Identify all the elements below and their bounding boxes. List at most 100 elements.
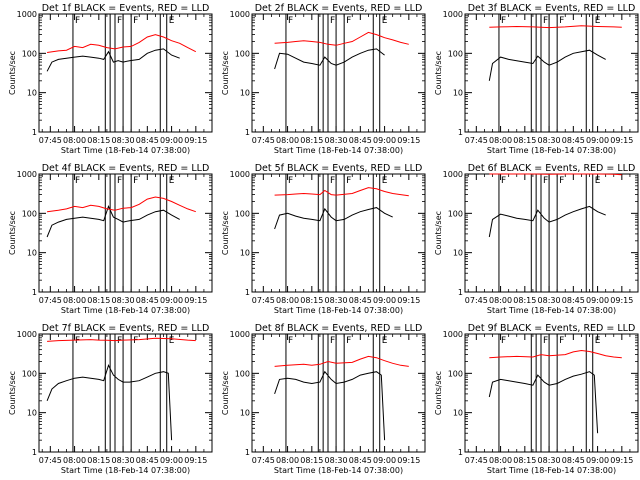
time-marker-label: F [346,336,351,346]
y-tick-label: 100 [22,209,37,218]
lld-series-line [489,25,622,29]
plot-frame [251,333,426,453]
x-tick-label: 07:45 [252,136,275,145]
time-marker-label: F [75,336,80,346]
x-tick-label: 08:15 [300,136,323,145]
x-tick-label: 08:30 [538,296,561,305]
y-tick-label: 100 [235,49,250,58]
y-tick-label: 1 [458,288,463,297]
panel-title: Det 9f BLACK = Events, RED = LLD [468,323,636,334]
detector-panel-4: Det 4f BLACK = Events, RED = LLD 1 10 100 10… [8,163,213,315]
time-marker-label: F [543,176,548,186]
x-tick-label: 08:15 [513,456,536,465]
events-series-line [274,48,385,70]
y-tick-label: 1 [458,448,463,457]
lld-series-line [489,173,622,176]
time-marker-label: E [169,176,175,186]
y-tick-label: 1 [32,288,37,297]
x-axis-label: Start Time (18-Feb-14 07:38:00) [61,146,190,155]
y-tick-label: 1000 [17,10,37,19]
x-tick-label: 08:30 [325,136,348,145]
events-series-line [46,205,180,238]
lld-series-line [47,196,196,213]
y-tick-label: 100 [448,209,463,218]
events-series-line [46,48,180,72]
x-tick-label: 09:00 [373,296,396,305]
time-marker-label: F [133,176,138,186]
x-tick-label: 07:45 [465,296,488,305]
events-series-line [274,207,393,230]
x-tick-label: 08:45 [136,136,159,145]
x-tick-label: 07:45 [252,456,275,465]
time-marker-label: E [169,16,175,26]
x-tick-label: 08:00 [489,136,512,145]
y-tick-label: 10 [27,409,37,418]
y-tick-label: 1000 [443,330,463,339]
detector-panel-5: Det 5f BLACK = Events, RED = LLD 1 10 100 10… [221,163,426,315]
x-tick-label: 09:15 [397,296,420,305]
x-tick-label: 08:00 [276,136,299,145]
x-axis-label: Start Time (18-Feb-14 07:38:00) [487,146,616,155]
time-marker-label: F [346,176,351,186]
x-tick-label: 09:15 [397,456,420,465]
time-marker-label: E [595,16,601,26]
y-axis-label: Counts/sec [8,371,17,415]
time-marker-label: F [501,336,506,346]
x-tick-label: 09:15 [610,136,633,145]
time-marker-label: F [75,176,80,186]
panel-title: Det 1f BLACK = Events, RED = LLD [42,3,210,14]
time-marker-label: F [559,176,564,186]
plot-frame [38,333,213,453]
y-tick-label: 1000 [443,170,463,179]
plot-frame [251,173,426,293]
y-tick-label: 100 [448,369,463,378]
x-tick-label: 08:00 [63,296,86,305]
time-marker-label: E [382,16,388,26]
panel-title: Det 3f BLACK = Events, RED = LLD [468,3,636,14]
x-tick-label: 08:30 [325,296,348,305]
x-tick-label: 08:00 [489,456,512,465]
time-marker-label: F [330,16,335,26]
panel-title: Det 4f BLACK = Events, RED = LLD [42,163,210,174]
time-marker-label: E [382,336,388,346]
x-tick-label: 08:15 [87,456,110,465]
plot-frame [38,173,213,293]
y-tick-label: 100 [22,49,37,58]
y-tick-label: 10 [453,249,463,258]
x-tick-label: 08:45 [562,136,585,145]
y-axis-label: Counts/sec [434,211,443,255]
x-tick-label: 08:45 [349,296,372,305]
time-marker-label: E [595,336,601,346]
y-tick-label: 10 [240,409,250,418]
x-tick-label: 08:30 [325,456,348,465]
time-marker-label: F [330,176,335,186]
x-tick-label: 07:45 [465,456,488,465]
x-tick-label: 08:45 [349,456,372,465]
lld-series-line [274,355,409,367]
plot-frame [38,13,213,133]
events-series-line [488,371,599,434]
detector-panel-3: Det 3f BLACK = Events, RED = LLD 1 10 100 10… [434,3,639,155]
y-tick-label: 10 [27,89,37,98]
y-tick-label: 1000 [443,10,463,19]
y-tick-label: 10 [240,89,250,98]
y-tick-label: 100 [448,49,463,58]
x-axis-label: Start Time (18-Feb-14 07:38:00) [274,306,403,315]
time-marker-label: F [559,336,564,346]
x-tick-label: 08:00 [276,456,299,465]
y-tick-label: 1 [245,448,250,457]
x-tick-label: 09:15 [184,296,207,305]
x-tick-label: 08:00 [489,296,512,305]
x-tick-label: 09:00 [586,456,609,465]
x-tick-label: 09:15 [184,136,207,145]
time-marker-label: E [595,176,601,186]
y-tick-label: 1000 [17,170,37,179]
x-tick-label: 09:00 [586,136,609,145]
x-tick-label: 09:00 [160,456,183,465]
y-tick-label: 1000 [230,10,250,19]
lld-series-line [489,349,622,359]
time-marker-label: F [117,336,122,346]
time-marker-label: F [117,176,122,186]
y-tick-label: 1000 [17,330,37,339]
y-tick-label: 10 [240,249,250,258]
